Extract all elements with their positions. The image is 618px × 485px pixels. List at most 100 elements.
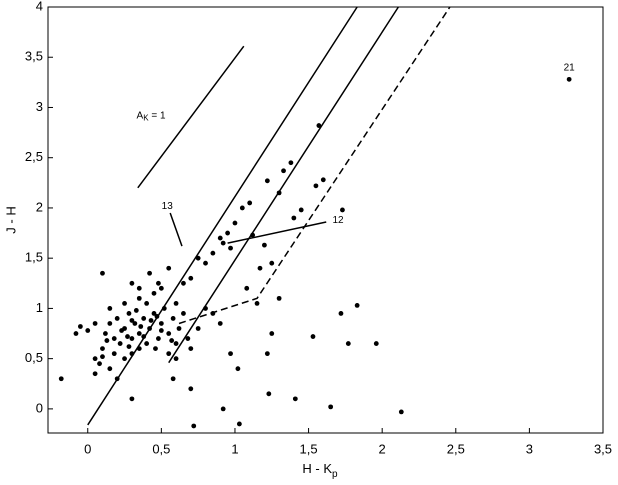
point	[103, 331, 108, 336]
point	[122, 356, 127, 362]
point	[217, 321, 223, 326]
point	[566, 76, 572, 82]
point	[220, 406, 226, 412]
point	[228, 245, 233, 251]
annotation-text: 21	[564, 62, 576, 73]
point	[210, 250, 216, 256]
point	[298, 207, 304, 213]
point	[138, 324, 144, 329]
point	[117, 341, 123, 346]
x-axis-label: H - Kp	[302, 461, 338, 479]
point	[166, 265, 172, 271]
point	[195, 255, 201, 261]
annotation-text: A	[137, 110, 144, 121]
point	[136, 346, 142, 352]
point	[176, 326, 182, 331]
point	[119, 328, 125, 333]
point	[173, 356, 179, 362]
point	[203, 260, 208, 266]
point	[104, 338, 110, 343]
point	[107, 366, 113, 372]
point	[114, 376, 120, 382]
point	[188, 346, 194, 352]
annotation-sub: K	[143, 114, 149, 123]
point	[100, 354, 105, 360]
y-tick-label: 3,5	[25, 49, 43, 64]
point	[210, 311, 216, 316]
x-tick-label: 0,5	[152, 441, 170, 456]
line	[178, 6, 451, 325]
point	[92, 371, 98, 377]
point	[125, 334, 130, 339]
point	[181, 311, 186, 316]
point	[220, 240, 226, 246]
point	[217, 235, 223, 241]
point	[148, 318, 154, 323]
point	[107, 306, 113, 311]
line	[137, 45, 245, 189]
point	[156, 280, 161, 286]
point	[170, 316, 176, 321]
point	[158, 285, 164, 291]
point	[111, 336, 117, 341]
point	[250, 232, 256, 238]
point	[257, 265, 263, 271]
y-tick-label: 0,5	[25, 350, 43, 365]
x-tick-label: 3,5	[594, 441, 612, 456]
line	[87, 6, 358, 426]
point	[288, 160, 294, 166]
point	[239, 205, 245, 211]
point	[129, 318, 135, 323]
point	[354, 303, 360, 308]
point	[398, 409, 404, 415]
point	[58, 376, 64, 382]
annotation: 13	[162, 201, 174, 212]
point	[129, 396, 135, 402]
point	[111, 351, 117, 357]
point	[141, 334, 147, 339]
point	[154, 314, 160, 319]
point	[107, 321, 113, 326]
x-tick-label: 2,5	[447, 441, 465, 456]
point	[313, 183, 319, 189]
point	[158, 321, 164, 326]
point	[132, 321, 138, 326]
x-tick-label: 1,5	[300, 441, 318, 456]
point	[338, 311, 344, 316]
point	[244, 285, 250, 291]
point	[144, 300, 150, 306]
x-tick-label: 3	[526, 441, 533, 456]
y-tick-label: 4	[36, 0, 43, 13]
point	[269, 260, 275, 266]
point	[232, 220, 238, 226]
point	[320, 177, 326, 183]
y-tick-label: 0	[36, 400, 43, 415]
annotation: AK = 1	[137, 110, 166, 122]
point	[161, 306, 167, 311]
plot-frame	[47, 6, 604, 434]
point	[291, 215, 297, 221]
point	[276, 295, 282, 301]
point	[173, 300, 179, 306]
point	[266, 391, 272, 397]
point	[281, 168, 286, 174]
point	[169, 338, 175, 343]
point	[141, 316, 147, 321]
annotation-rest: = 1	[149, 110, 166, 121]
y-axis-label: J - H	[3, 206, 18, 233]
point	[136, 295, 142, 301]
point	[129, 336, 135, 341]
point	[144, 341, 150, 346]
point	[310, 334, 316, 339]
annotation-text: 13	[162, 201, 174, 212]
point	[262, 242, 267, 248]
point	[151, 290, 157, 296]
line	[168, 6, 400, 364]
point	[100, 346, 105, 352]
point	[73, 331, 79, 336]
x-tick-label: 0	[84, 441, 91, 456]
y-tick-label: 2	[36, 199, 43, 214]
point	[126, 311, 132, 316]
point	[191, 423, 197, 429]
line	[227, 221, 327, 244]
